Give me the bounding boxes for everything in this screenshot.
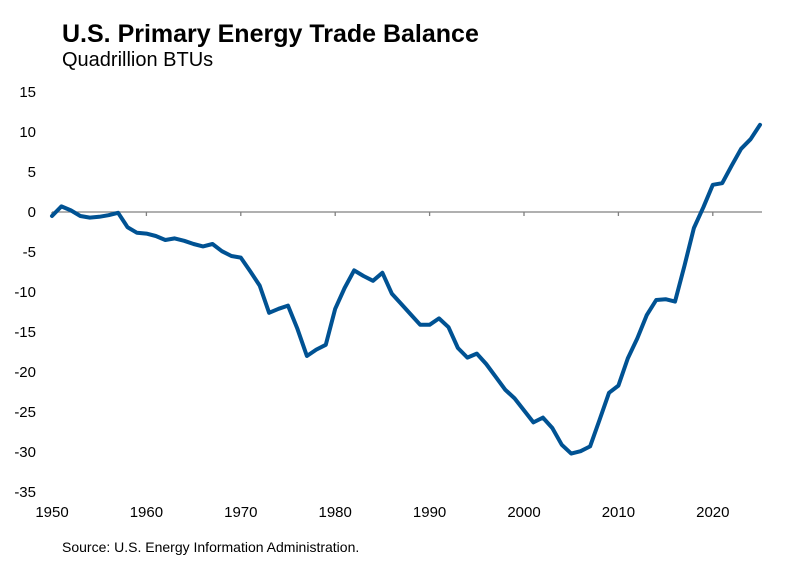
y-tick-label: 5 bbox=[28, 164, 36, 181]
y-tick-label: -10 bbox=[14, 284, 36, 301]
y-tick-label: -30 bbox=[14, 444, 36, 461]
x-tick-label: 1980 bbox=[319, 504, 352, 521]
y-tick-label: -25 bbox=[14, 404, 36, 421]
x-tick-label: 1970 bbox=[224, 504, 257, 521]
y-tick-label: 15 bbox=[19, 84, 36, 101]
chart-subtitle: Quadrillion BTUs bbox=[62, 49, 214, 71]
y-tick-label: -15 bbox=[14, 324, 36, 341]
y-tick-label: -5 bbox=[23, 244, 36, 261]
x-tick-label: 1950 bbox=[35, 504, 68, 521]
x-tick-label: 2020 bbox=[696, 504, 729, 521]
x-tick-label: 2010 bbox=[602, 504, 635, 521]
x-tick-label: 2000 bbox=[507, 504, 540, 521]
y-tick-label: -20 bbox=[14, 364, 36, 381]
x-tick-label: 1990 bbox=[413, 504, 446, 521]
y-tick-label: 10 bbox=[19, 124, 36, 141]
source-note: Source: U.S. Energy Information Administ… bbox=[62, 539, 360, 555]
y-tick-label: 0 bbox=[28, 204, 36, 221]
x-tick-label: 1960 bbox=[130, 504, 163, 521]
chart-title: U.S. Primary Energy Trade Balance bbox=[62, 20, 479, 48]
y-tick-label: -35 bbox=[14, 484, 36, 501]
series-line-trade-balance bbox=[50, 122, 762, 456]
